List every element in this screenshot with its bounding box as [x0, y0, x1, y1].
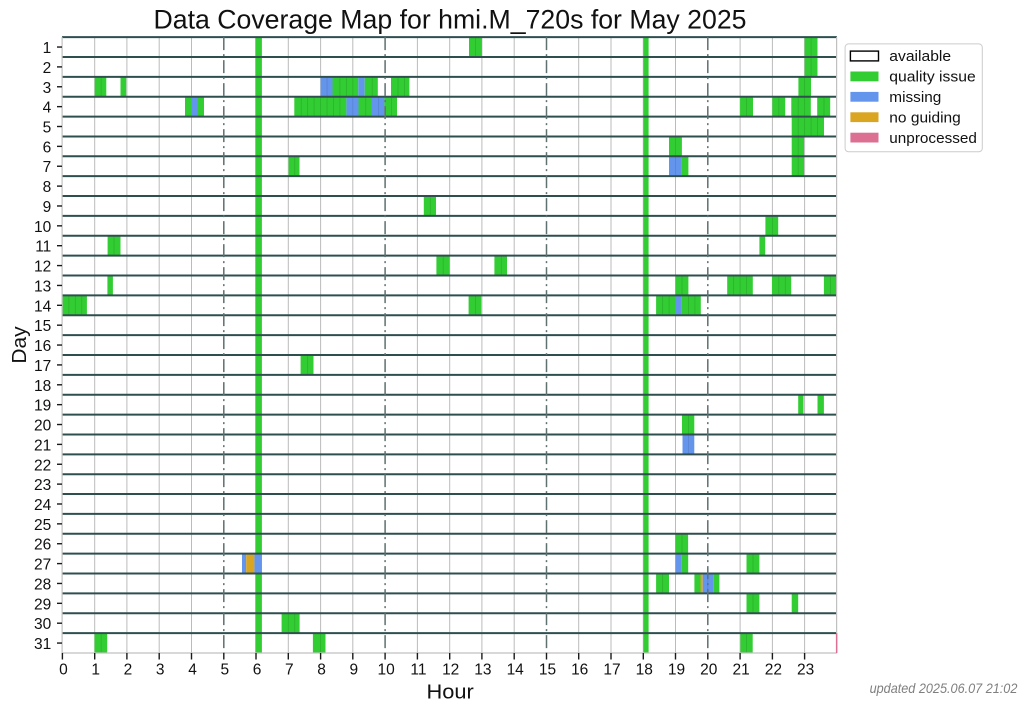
- svg-text:13: 13: [34, 278, 51, 295]
- svg-text:29: 29: [34, 596, 51, 613]
- svg-text:2: 2: [124, 661, 133, 678]
- svg-text:9: 9: [349, 661, 358, 678]
- svg-text:2: 2: [43, 60, 52, 77]
- svg-text:22: 22: [34, 457, 51, 474]
- svg-text:20: 20: [34, 418, 52, 435]
- svg-text:17: 17: [603, 661, 620, 678]
- svg-text:6: 6: [43, 139, 52, 156]
- svg-text:26: 26: [34, 537, 51, 554]
- svg-text:7: 7: [43, 159, 52, 176]
- svg-text:0: 0: [59, 661, 68, 678]
- svg-text:Data Coverage Map for hmi.M_72: Data Coverage Map for hmi.M_720s for May…: [154, 5, 747, 35]
- svg-text:28: 28: [34, 576, 51, 593]
- svg-text:31: 31: [34, 636, 51, 653]
- svg-text:6: 6: [253, 661, 262, 678]
- svg-text:1: 1: [43, 40, 52, 57]
- svg-text:4: 4: [43, 100, 52, 117]
- svg-text:unprocessed: unprocessed: [889, 130, 977, 147]
- svg-text:9: 9: [43, 199, 52, 216]
- svg-text:4: 4: [188, 661, 197, 678]
- svg-text:21: 21: [34, 437, 51, 454]
- svg-text:8: 8: [43, 179, 52, 196]
- svg-text:Hour: Hour: [427, 681, 475, 703]
- svg-text:30: 30: [34, 616, 52, 633]
- svg-text:23: 23: [797, 661, 814, 678]
- svg-text:19: 19: [34, 398, 51, 415]
- svg-text:10: 10: [34, 219, 52, 236]
- svg-text:18: 18: [636, 661, 653, 678]
- svg-text:10: 10: [377, 661, 395, 678]
- svg-text:17: 17: [34, 358, 51, 375]
- svg-text:Day: Day: [9, 326, 31, 363]
- svg-text:11: 11: [35, 239, 51, 256]
- svg-text:5: 5: [220, 661, 229, 678]
- svg-text:27: 27: [34, 557, 51, 574]
- svg-text:no guiding: no guiding: [889, 109, 961, 126]
- svg-text:1: 1: [91, 661, 100, 678]
- svg-text:8: 8: [317, 661, 326, 678]
- svg-text:16: 16: [571, 661, 588, 678]
- svg-text:15: 15: [539, 661, 556, 678]
- svg-text:18: 18: [34, 378, 51, 395]
- svg-text:quality issue: quality issue: [889, 69, 975, 86]
- svg-text:23: 23: [34, 477, 51, 494]
- svg-text:12: 12: [442, 661, 459, 678]
- svg-text:19: 19: [668, 661, 685, 678]
- svg-text:24: 24: [34, 497, 52, 514]
- svg-text:12: 12: [34, 259, 51, 276]
- svg-text:25: 25: [34, 517, 51, 534]
- svg-text:21: 21: [732, 661, 749, 678]
- svg-text:3: 3: [43, 80, 52, 97]
- svg-text:missing: missing: [889, 89, 941, 106]
- svg-text:3: 3: [156, 661, 165, 678]
- svg-text:16: 16: [34, 338, 51, 355]
- svg-text:updated 2025.06.07 21:02: updated 2025.06.07 21:02: [870, 680, 1018, 696]
- svg-text:14: 14: [34, 298, 52, 315]
- svg-text:15: 15: [34, 318, 51, 335]
- svg-text:22: 22: [765, 661, 782, 678]
- svg-text:20: 20: [700, 661, 718, 678]
- svg-text:13: 13: [474, 661, 491, 678]
- svg-text:14: 14: [507, 661, 525, 678]
- svg-text:11: 11: [410, 661, 426, 678]
- svg-text:7: 7: [285, 661, 294, 678]
- svg-text:available: available: [889, 48, 951, 65]
- svg-text:5: 5: [43, 120, 52, 137]
